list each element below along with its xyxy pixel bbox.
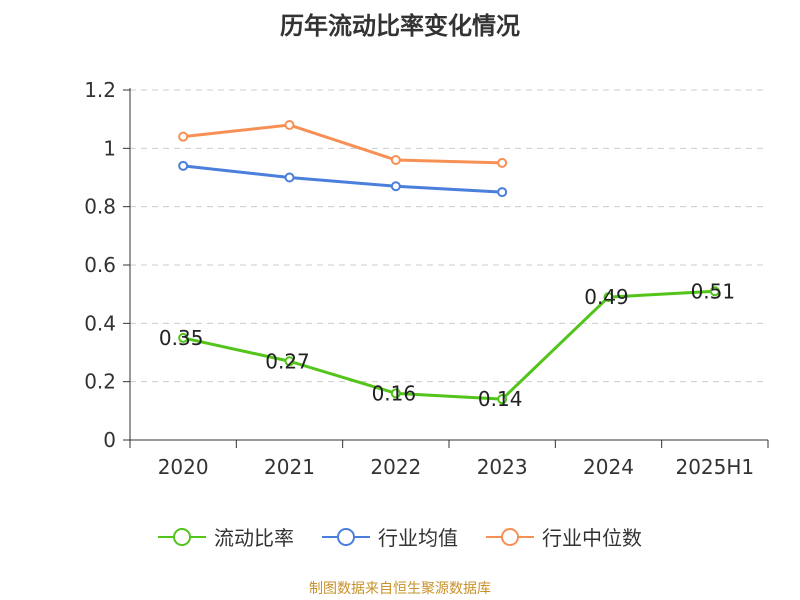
y-tick-label: 0.4 xyxy=(84,311,116,335)
data-label: 0.35 xyxy=(159,326,204,350)
x-tick-label: 2025H1 xyxy=(675,455,754,479)
x-tick-label: 2021 xyxy=(264,455,315,479)
x-tick-label: 2023 xyxy=(477,455,528,479)
data-label: 0.51 xyxy=(691,279,736,303)
data-label: 0.14 xyxy=(478,387,523,411)
legend-line-marker-icon xyxy=(158,527,206,546)
data-point xyxy=(603,292,614,303)
data-point xyxy=(178,332,189,343)
legend-item-hangye-avg[interactable]: 行业均值 xyxy=(322,522,458,551)
data-label: 0.27 xyxy=(265,349,310,373)
data-point xyxy=(390,181,401,192)
data-point xyxy=(284,356,295,367)
y-tick-label: 0.2 xyxy=(84,370,116,394)
legend-line-marker-icon xyxy=(486,527,534,546)
x-tick-label: 2020 xyxy=(158,455,209,479)
series-line-hangye_avg xyxy=(183,164,503,194)
legend-item-liudong[interactable]: 流动比率 xyxy=(158,522,294,551)
series-line-liudong xyxy=(182,289,715,401)
series-line-hangye_median xyxy=(183,123,503,165)
y-tick-label: 1.2 xyxy=(84,78,116,102)
data-point xyxy=(497,157,508,168)
legend-label: 行业均值 xyxy=(378,526,458,550)
y-tick-label: 0.6 xyxy=(84,253,116,277)
data-point xyxy=(178,131,189,142)
series-lines xyxy=(178,120,720,405)
data-point xyxy=(709,286,720,297)
grid-lines xyxy=(130,89,768,383)
data-label: 0.16 xyxy=(372,381,417,405)
data-point xyxy=(284,120,295,130)
data-point xyxy=(390,388,401,399)
data-point xyxy=(390,155,401,165)
legend-item-hangye-median[interactable]: 行业中位数 xyxy=(486,522,642,551)
data-label: 0.49 xyxy=(584,285,629,309)
axes: 0 0.2 0.4 0.6 0.8 1 1.2 2020 2021 2022 2023 2024 202… xyxy=(84,78,769,479)
chart-title: 历年流动比率变化情况 xyxy=(280,12,520,40)
source-note: 制图数据来自恒生聚源数据库 xyxy=(309,581,491,597)
data-point xyxy=(284,172,295,183)
data-point xyxy=(497,187,508,198)
data-point xyxy=(497,394,508,405)
y-tick-label: 0 xyxy=(103,428,116,452)
y-tick-label: 1 xyxy=(103,136,116,160)
data-labels: 0.35 0.27 0.16 0.14 0.49 0.51 xyxy=(159,279,735,411)
data-point xyxy=(178,160,189,171)
x-tick-label: 2024 xyxy=(583,455,634,479)
legend-line-marker-icon xyxy=(322,527,370,546)
y-tick-label: 0.8 xyxy=(84,195,116,219)
legend-label: 流动比率 xyxy=(214,526,294,550)
legend: 流动比率 行业均值 行业中位数 xyxy=(0,522,800,551)
x-tick-label: 2022 xyxy=(370,455,421,479)
legend-label: 行业中位数 xyxy=(542,526,642,550)
